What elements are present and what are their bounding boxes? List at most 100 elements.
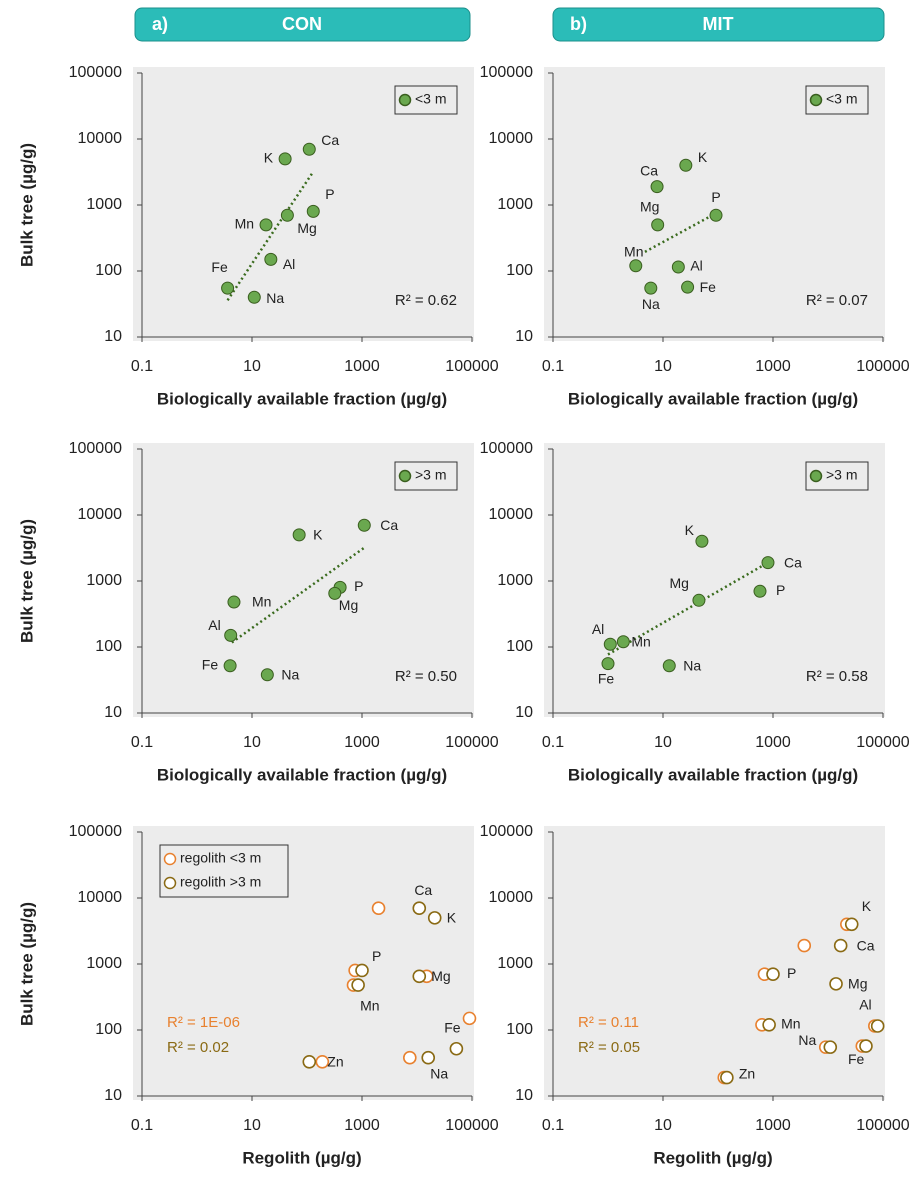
y-axis-title: Bulk tree (µg/g): [17, 519, 36, 643]
x-tick-label: 1000: [755, 1117, 791, 1134]
point-label: K: [264, 150, 274, 166]
point: [221, 281, 235, 295]
point: [227, 595, 241, 609]
point: [753, 584, 767, 598]
point-label: Na: [683, 657, 701, 673]
legend-marker: [398, 93, 412, 107]
legend-marker: [163, 876, 177, 890]
y-tick-label: 100000: [69, 64, 122, 81]
y-tick-label: 10000: [489, 889, 534, 906]
point-label: Mg: [339, 597, 358, 613]
point-label: Mn: [360, 998, 379, 1014]
y-tick-label: 1000: [86, 572, 122, 589]
point: [315, 1054, 330, 1069]
point-label: Mg: [297, 220, 316, 236]
y-tick-label: 1000: [86, 196, 122, 213]
point-label: Mg: [640, 199, 659, 215]
r-squared: R² = 0.02: [167, 1039, 229, 1056]
r-squared: R² = 1E-06: [167, 1014, 240, 1031]
point-label: K: [862, 898, 872, 914]
x-tick-label: 10: [243, 358, 261, 375]
point: [692, 593, 706, 607]
point: [651, 218, 665, 232]
y-tick-label: 10: [515, 1087, 533, 1104]
point: [264, 252, 278, 266]
point-label: Na: [798, 1032, 816, 1048]
x-tick-label: 0.1: [542, 1117, 564, 1134]
point: [302, 1054, 317, 1069]
y-tick-label: 10: [104, 704, 122, 721]
trendline: [607, 561, 769, 656]
x-tick-label: 0.1: [131, 734, 153, 751]
point: [278, 152, 292, 166]
point: [462, 1011, 477, 1026]
r-squared: R² = 0.07: [806, 292, 868, 309]
x-tick-label: 100000: [856, 734, 909, 751]
point: [427, 911, 442, 925]
x-axis-title: Biologically available fraction (µg/g): [568, 389, 858, 408]
point-label: Al: [859, 997, 871, 1013]
legend-marker: [809, 93, 823, 107]
point-label: Ca: [784, 554, 802, 570]
y-tick-label: 10: [104, 1087, 122, 1104]
point: [292, 528, 306, 542]
legend-label: regolith >3 m: [180, 874, 261, 890]
point-label: Al: [208, 617, 220, 633]
point: [844, 917, 859, 932]
y-tick-label: 100000: [480, 823, 533, 840]
point-label: Zn: [327, 1053, 343, 1069]
y-tick-label: 10000: [489, 130, 534, 147]
legend-label: regolith <3 m: [180, 850, 261, 866]
point-label: Al: [283, 256, 295, 272]
point: [681, 280, 695, 294]
y-tick-label: 100: [95, 1021, 122, 1038]
x-tick-label: 0.1: [131, 1117, 153, 1134]
point: [797, 938, 812, 953]
point: [762, 1017, 776, 1032]
point: [259, 218, 273, 232]
y-tick-label: 100: [506, 638, 533, 655]
point: [412, 901, 427, 916]
point: [650, 180, 664, 194]
trendline: [226, 170, 315, 301]
y-axis-title: Bulk tree (µg/g): [17, 143, 36, 267]
point-label: Fe: [598, 670, 615, 686]
point-label: Ca: [321, 132, 339, 148]
legend-marker: [398, 469, 412, 483]
x-tick-label: 1000: [755, 734, 791, 751]
y-tick-label: 100000: [69, 823, 122, 840]
point: [766, 967, 780, 982]
y-tick-label: 10: [515, 704, 533, 721]
point-label: Ca: [414, 882, 432, 898]
point: [403, 1050, 417, 1065]
point-label: P: [372, 948, 381, 964]
point-label: K: [698, 149, 708, 165]
y-tick-label: 100000: [480, 64, 533, 81]
x-tick-label: 100000: [856, 358, 909, 375]
point-label: Fe: [211, 259, 228, 275]
x-axis-title: Biologically available fraction (µg/g): [568, 765, 858, 784]
x-tick-label: 10: [243, 734, 261, 751]
r-squared: R² = 0.05: [578, 1039, 640, 1056]
y-tick-label: 10: [515, 328, 533, 345]
point: [859, 1039, 873, 1053]
point-label: Zn: [739, 1065, 755, 1081]
point-label: Na: [281, 666, 299, 682]
point: [761, 556, 775, 570]
point-label: Fe: [848, 1051, 865, 1067]
point: [247, 290, 261, 304]
point: [629, 259, 643, 273]
point: [603, 637, 617, 651]
x-tick-label: 1000: [344, 1117, 380, 1134]
legend-marker: [809, 469, 823, 483]
point: [829, 977, 843, 991]
header-box: [134, 7, 471, 42]
point-label: Fe: [700, 279, 717, 295]
point: [616, 635, 630, 649]
x-tick-label: 100000: [856, 1117, 909, 1134]
point: [357, 518, 371, 532]
point-label: Mn: [781, 1015, 800, 1031]
header-box: [552, 7, 885, 42]
x-tick-label: 0.1: [131, 358, 153, 375]
x-tick-label: 100000: [445, 1117, 498, 1134]
